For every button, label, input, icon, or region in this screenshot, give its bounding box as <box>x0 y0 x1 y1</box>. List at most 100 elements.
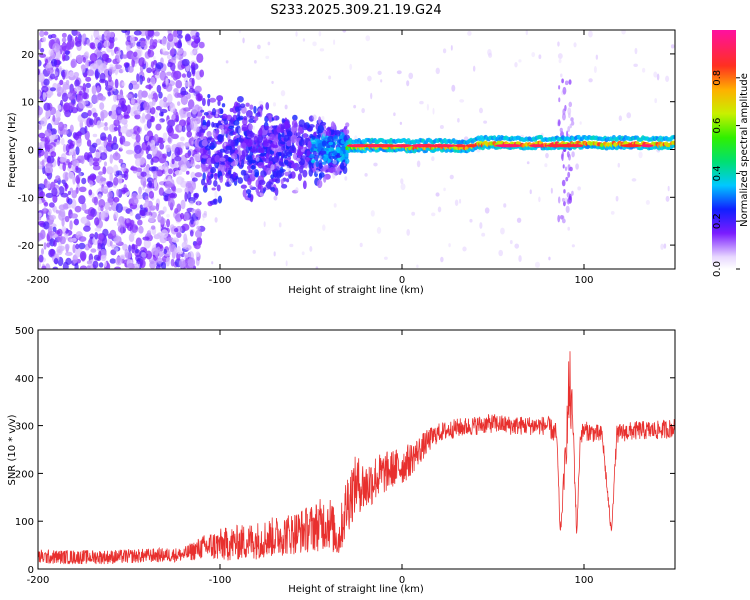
heatmap-cell <box>302 38 306 42</box>
heatmap-cell <box>155 62 164 70</box>
heatmap-cell <box>80 216 89 224</box>
heatmap-cell <box>104 122 108 127</box>
heatmap-cell <box>177 34 183 39</box>
y-tick-label: 100 <box>15 517 34 528</box>
heatmap-cell <box>120 225 124 235</box>
heatmap-cell <box>201 155 209 159</box>
heatmap-cell <box>573 42 577 48</box>
heatmap-cell <box>161 36 167 46</box>
heatmap-cell <box>257 161 265 169</box>
heatmap-cell <box>179 109 184 119</box>
heatmap-cell <box>78 236 87 242</box>
heatmap-cell <box>217 133 224 143</box>
snr-series-line <box>38 351 675 565</box>
heatmap-cell <box>561 154 564 162</box>
heatmap-cell <box>134 248 139 254</box>
heatmap-cell <box>170 258 175 267</box>
heatmap-cell <box>43 31 49 36</box>
heatmap-cell <box>58 204 66 211</box>
heatmap-cell <box>140 171 147 177</box>
heatmap-cell <box>333 39 336 45</box>
heatmap-cell <box>155 105 162 111</box>
heatmap-cell <box>159 70 167 81</box>
x-tick-label: 100 <box>574 275 593 286</box>
heatmap-cell <box>232 171 237 179</box>
heatmap-cell <box>361 107 365 114</box>
heatmap-cell <box>210 137 215 143</box>
heatmap-cell <box>120 144 123 150</box>
heatmap-cell <box>615 195 619 202</box>
heatmap-cell <box>67 171 75 180</box>
x-tick-label: -200 <box>27 275 50 286</box>
heatmap-cell <box>281 183 288 189</box>
heatmap-cell <box>92 161 100 167</box>
heatmap-cell <box>71 190 78 199</box>
heatmap-cell <box>50 58 58 67</box>
heatmap-cell <box>82 56 86 63</box>
heatmap-cell <box>113 196 120 203</box>
heatmap-cell <box>78 195 86 205</box>
heatmap-cell <box>165 256 170 267</box>
heatmap-cell <box>538 196 541 203</box>
heatmap-cell <box>196 53 204 64</box>
heatmap-cell <box>567 125 571 133</box>
heatmap-cell <box>189 229 194 237</box>
heatmap-cell <box>48 91 54 96</box>
heatmap-cell <box>49 248 55 257</box>
heatmap-cell <box>88 118 94 126</box>
y-tick-label: 0 <box>28 565 34 576</box>
heatmap-cell <box>113 214 117 220</box>
heatmap-cell <box>85 76 92 82</box>
snr-panel: -200 -100 0 100 0 100 200 300 400 500 Height of s… <box>7 326 676 595</box>
heatmap-cell <box>579 121 582 125</box>
heatmap-cell <box>115 170 123 176</box>
heatmap-cell <box>60 129 69 135</box>
heatmap-cell <box>559 144 576 148</box>
heatmap-cell <box>172 36 179 43</box>
heatmap-cell <box>406 229 411 236</box>
heatmap-cell <box>202 213 207 218</box>
heatmap-cell <box>570 117 574 122</box>
heatmap-cell <box>219 175 224 183</box>
heatmap-cell <box>342 166 348 175</box>
heatmap-cell <box>411 211 416 216</box>
heatmap-cell <box>263 187 267 192</box>
heatmap-cell <box>271 156 279 163</box>
heatmap-cell <box>565 176 569 182</box>
heatmap-cell <box>71 157 77 167</box>
heatmap-cell <box>124 248 129 258</box>
heatmap-cell <box>280 141 286 145</box>
heatmap-cell <box>95 175 104 184</box>
heatmap-cell <box>174 92 181 99</box>
heatmap-cell <box>78 171 82 179</box>
heatmap-cell <box>98 250 102 260</box>
x-tick-label: -100 <box>209 275 232 286</box>
heatmap-cell <box>51 187 58 197</box>
heatmap-cell <box>479 107 483 114</box>
heatmap-cell <box>195 32 200 37</box>
heatmap-cell <box>122 114 130 119</box>
heatmap-cell <box>157 257 163 264</box>
heatmap-cell <box>267 41 271 46</box>
heatmap-cell <box>46 242 51 248</box>
heatmap-cell <box>81 177 87 185</box>
heatmap-cell <box>173 228 179 233</box>
heatmap-cell <box>459 198 462 204</box>
heatmap-cell <box>89 183 93 188</box>
heatmap-cell <box>70 213 79 219</box>
heatmap-cell <box>432 107 435 115</box>
heatmap-cell <box>115 106 122 116</box>
heatmap-cell <box>230 153 238 160</box>
heatmap-cell <box>561 179 566 187</box>
heatmap-cell <box>188 87 195 94</box>
heatmap-cell <box>38 254 44 263</box>
heatmap-cell <box>38 199 43 205</box>
heatmap-cell <box>240 103 246 109</box>
heatmap-cell <box>284 104 288 110</box>
y-tick-label: 10 <box>21 98 34 109</box>
heatmap-cell <box>90 248 97 253</box>
heatmap-cell <box>90 34 93 42</box>
heatmap-cell <box>165 144 172 153</box>
heatmap-cell <box>550 187 553 194</box>
heatmap-cell <box>333 131 341 135</box>
